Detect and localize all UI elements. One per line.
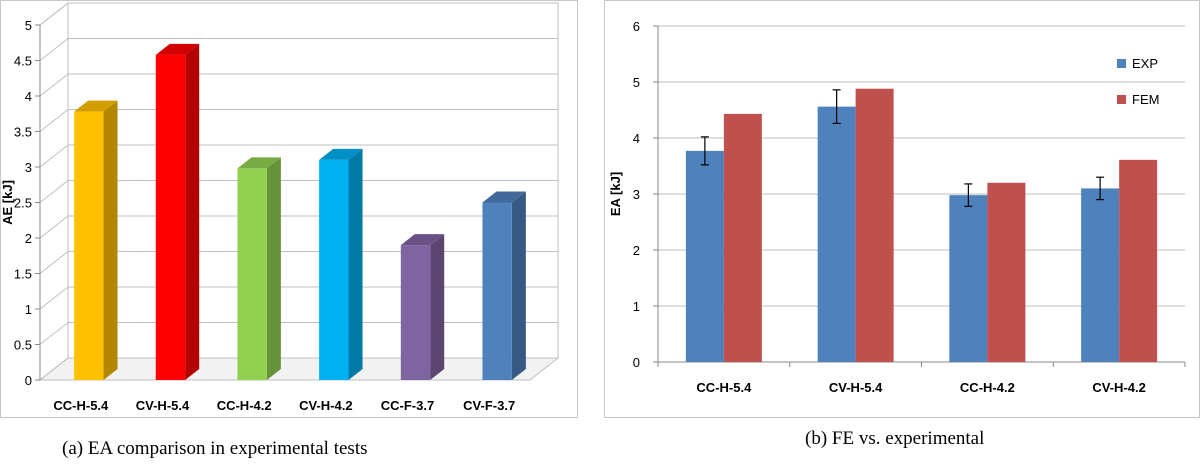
y-tick-label: 1 <box>25 302 32 317</box>
x-category-label: CV-H-4.2 <box>299 398 352 413</box>
bar-top <box>400 234 445 246</box>
chart-b-plot: 0 1 2 3 4 5 6 CC-H-5.4 CV-H-5.4 CC-H-4.2 CV-H-4.2 E… <box>608 19 1186 395</box>
x-category-label: CC-H-4.2 <box>960 380 1015 395</box>
y-tick-label: 1 <box>633 299 640 314</box>
gridline <box>39 180 558 203</box>
x-category-label: CC-H-5.4 <box>696 380 752 395</box>
y-tick-label: 6 <box>633 19 640 34</box>
y-axis-label: AE [kJ] <box>0 180 15 225</box>
legend-swatch-fem <box>1117 95 1126 104</box>
legend-label-exp: EXP <box>1132 56 1158 71</box>
bar <box>237 168 267 380</box>
chart-a-frame <box>0 0 578 418</box>
chart-a-plot: 0 0.5 1 1.5 2 2.5 3 3.5 4 4.5 5 CC-H-5.4 CV-H-5.4 CC-… <box>0 1 560 413</box>
bar-side <box>103 100 118 381</box>
y-tick-label: 3 <box>25 160 32 175</box>
bar-fem <box>855 88 894 362</box>
y-tick-label: 4 <box>25 89 32 104</box>
bar-top <box>482 191 526 203</box>
bar-fem <box>987 182 1026 362</box>
legend-label-fem: FEM <box>1132 92 1159 107</box>
x-category-label: CV-F-3.7 <box>463 398 515 413</box>
y-tick-label: 4 <box>633 131 640 146</box>
gridline <box>39 144 558 168</box>
y-tick-label: 3 <box>633 187 640 202</box>
bar-side <box>348 148 363 380</box>
x-category-label: CV-H-4.2 <box>1092 380 1145 395</box>
legend-swatch-exp <box>1117 59 1126 68</box>
chart-a-panel: 0 0.5 1 1.5 2 2.5 3 3.5 4 4.5 5 CC-H-5.4 CV-H-5.4 CC-… <box>0 0 590 470</box>
bar-side <box>511 191 526 380</box>
y-tick-label: 2 <box>633 243 640 258</box>
x-category-label: CV-H-5.4 <box>136 398 190 413</box>
y-tick-label: 2 <box>25 231 32 246</box>
x-category-label: CV-H-5.4 <box>829 380 883 395</box>
bar-fem <box>1119 159 1158 362</box>
gridline <box>39 109 558 132</box>
y-tick-label: 0 <box>633 355 640 370</box>
bar <box>155 54 186 380</box>
bar <box>319 159 349 380</box>
y-axis-label: EA [kJ] <box>608 172 623 216</box>
bar-side <box>266 157 281 380</box>
chart-b-caption: (b) FE vs. experimental <box>805 428 985 449</box>
gridline <box>39 38 558 61</box>
x-category-label: CC-F-3.7 <box>381 398 434 413</box>
bar-exp <box>817 106 856 362</box>
bar-side <box>430 234 445 380</box>
gridline <box>39 215 558 239</box>
bar-exp <box>685 150 724 362</box>
bar-top <box>155 43 200 55</box>
x-category-label: CC-H-4.2 <box>217 398 272 413</box>
y-tick-label: 2.5 <box>14 196 32 211</box>
bar <box>74 111 104 381</box>
bar-top <box>319 148 363 160</box>
y-tick-label: 5 <box>25 18 32 33</box>
bar-top <box>74 100 118 112</box>
y-tick-label: 5 <box>633 75 640 90</box>
gridline <box>39 2 558 26</box>
gridline <box>39 286 558 310</box>
bar <box>400 245 431 380</box>
gridline <box>39 357 558 381</box>
x-category-label: CC-H-5.4 <box>53 398 109 413</box>
gridline <box>39 251 558 274</box>
y-tick-label: 0.5 <box>14 338 32 353</box>
gridline <box>39 73 558 97</box>
y-tick-label: 3.5 <box>14 125 32 140</box>
bar-exp <box>949 195 988 362</box>
y-tick-label: 4.5 <box>14 54 32 69</box>
y-tick-label: 0 <box>25 373 32 388</box>
chart-a-caption: (a) EA comparison in experimental tests <box>62 438 368 459</box>
gridline <box>39 322 558 345</box>
bar-side <box>185 43 200 380</box>
bar-exp <box>1081 188 1120 362</box>
bar-fem <box>723 113 762 362</box>
y-tick-label: 1.5 <box>14 267 32 282</box>
bar <box>482 202 512 380</box>
chart-b-panel: 0 1 2 3 4 5 6 CC-H-5.4 CV-H-5.4 CC-H-4.2 CV-H-4.2 E… <box>590 0 1200 470</box>
floor <box>38 357 560 381</box>
bar-top <box>237 157 281 169</box>
